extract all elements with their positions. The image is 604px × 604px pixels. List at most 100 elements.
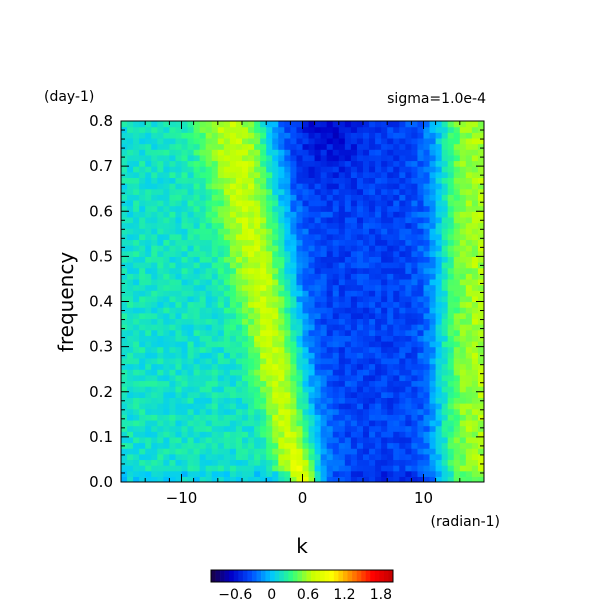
heatmap-cell [459,374,467,382]
heatmap-cell [223,374,231,382]
heatmap-cell [435,335,443,342]
heatmap-cell [350,143,358,150]
heatmap-cell [405,245,412,252]
heatmap-cell [133,256,140,263]
heatmap-cell [217,363,225,370]
colorbar-segment [388,570,394,582]
heatmap-cell [471,149,479,156]
heatmap-cell [320,465,328,472]
heatmap-cell [326,414,334,421]
heatmap-cell [308,211,316,218]
heatmap-cell [405,408,412,415]
heatmap-cell [387,245,394,252]
heatmap-cell [369,476,376,482]
heatmap-cell [375,233,382,241]
heatmap-cell [290,352,298,359]
heatmap-cell [248,278,255,286]
heatmap-cell [223,160,231,167]
heatmap-cell [320,329,328,336]
heatmap-cell [193,448,201,455]
heatmap-cell [266,149,273,156]
heatmap-cell [223,239,231,246]
heatmap-cell [278,199,285,207]
heatmap-cell [320,369,328,376]
heatmap-cell [229,149,237,156]
heatmap-cell [350,448,358,455]
heatmap-cell [139,273,146,280]
heatmap-cell [278,374,285,382]
heatmap-cell [229,177,237,184]
heatmap-cell [211,357,219,365]
heatmap-cell [411,132,419,139]
heatmap-cell [157,465,164,472]
heatmap-cell [248,465,255,472]
heatmap-cell [169,256,177,263]
heatmap-cell [375,335,382,342]
heatmap-cell [193,386,201,393]
heatmap-cell [417,171,425,179]
heatmap-cell [465,374,473,382]
heatmap-cell [453,335,461,342]
heatmap-cell [260,262,267,269]
heatmap-cell [223,250,231,257]
heatmap-cell [151,465,158,472]
heatmap-cell [369,318,376,325]
heatmap-cell [417,431,425,438]
heatmap-cell [175,391,183,398]
heatmap-cell [229,442,237,449]
heatmap-cell [121,380,128,387]
heatmap-cell [417,143,425,150]
heatmap-cell [471,188,479,195]
heatmap-cell [332,171,340,179]
heatmap-cell [338,301,346,308]
heatmap-cell [471,307,479,314]
heatmap-cell [181,126,189,133]
heatmap-cell [248,340,255,348]
heatmap-cell [163,222,170,229]
heatmap-cell [441,137,449,145]
heatmap-cell [211,312,219,320]
heatmap-cell [199,329,207,336]
heatmap-cell [199,228,207,235]
heatmap-cell [296,222,304,229]
heatmap-cell [254,352,261,359]
heatmap-cell [163,357,170,365]
heatmap-cell [296,126,304,133]
heatmap-cell [447,160,455,167]
heatmap-cell [338,166,346,173]
heatmap-cell [187,459,195,466]
heatmap-cell [175,414,183,421]
heatmap-cell [133,448,140,455]
heatmap-cell [193,188,201,195]
heatmap-cell [242,222,249,229]
heatmap-cell [465,262,473,269]
heatmap-cell [405,262,412,269]
heatmap-cell [290,408,298,415]
heatmap-cell [235,307,243,314]
heatmap-cell [121,324,128,331]
heatmap-cell [133,453,140,461]
heatmap-cell [260,357,267,365]
heatmap-cell [441,149,449,156]
heatmap-cell [284,414,291,421]
heatmap-cell [181,307,189,314]
heatmap-cell [447,205,455,212]
heatmap-cell [465,386,473,393]
heatmap-cell [284,273,291,280]
heatmap-cell [441,278,449,286]
heatmap-cell [133,363,140,370]
heatmap-cell [284,154,291,162]
heatmap-cell [266,318,273,325]
heatmap-cell [441,397,449,404]
heatmap-cell [211,245,219,252]
heatmap-cell [175,278,183,286]
heatmap-cell [423,160,431,167]
heatmap-cell [127,132,134,139]
heatmap-cell [284,228,291,235]
heatmap-cell [266,177,273,184]
heatmap-cell [356,363,364,370]
heatmap-cell [229,453,237,461]
heatmap-cell [459,171,467,179]
heatmap-cell [375,239,382,246]
heatmap-cell [314,352,322,359]
